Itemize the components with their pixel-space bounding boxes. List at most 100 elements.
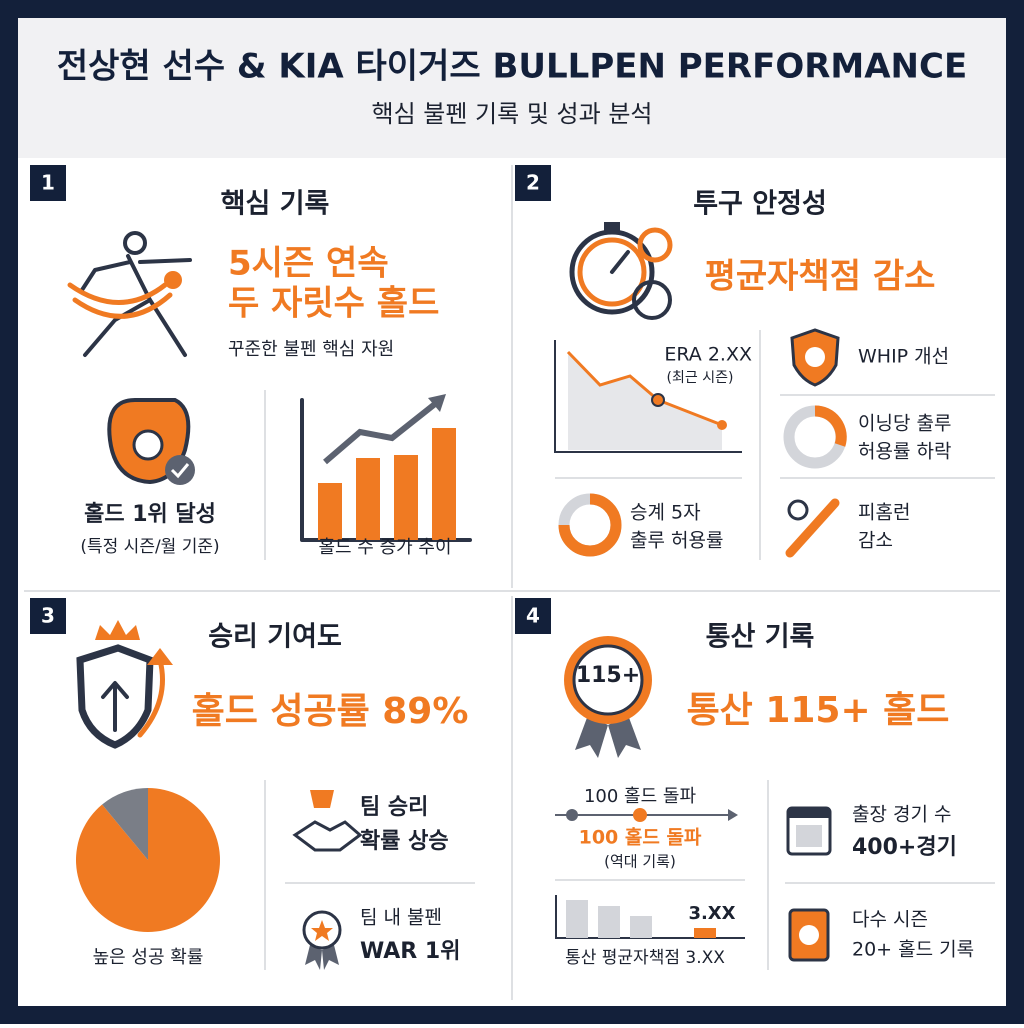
hold-trend-chart xyxy=(356,458,380,540)
panel-number: 4 xyxy=(526,604,540,628)
badge-icon xyxy=(575,715,641,758)
item-label: 승계 5자 xyxy=(630,502,701,524)
bat-icon xyxy=(787,499,809,521)
era-bars xyxy=(566,900,588,938)
era-line-chart xyxy=(566,350,723,427)
shield-arrow-icon xyxy=(95,620,140,640)
timeline xyxy=(566,809,578,821)
pitcher-icon xyxy=(67,231,192,357)
panel-title: 투구 안정성 xyxy=(693,189,827,220)
title: 전상현 선수 & KIA 타이거즈 BULLPEN PERFORMANCE xyxy=(57,47,967,87)
headline: 통산 115+ 홀드 xyxy=(687,690,950,731)
timeline-mark: 100 홀드 돌파 xyxy=(579,826,702,849)
panel-number: 1 xyxy=(41,171,55,195)
stopwatch-icon xyxy=(604,222,620,232)
headline: 평균자책점 감소 xyxy=(705,257,936,297)
subtitle: 핵심 불펜 기록 및 성과 분석 xyxy=(371,100,652,128)
stopwatch-icon xyxy=(577,237,647,307)
stopwatch-icon xyxy=(637,227,673,263)
shield-icon xyxy=(790,328,840,387)
pitcher-icon xyxy=(67,282,173,319)
era-bars xyxy=(555,895,745,939)
hold-trend-chart xyxy=(428,394,446,412)
era-line-chart xyxy=(568,352,722,450)
pie-slice xyxy=(76,788,221,932)
item-label: 출장 경기 수 xyxy=(852,804,951,826)
shield-arrow-icon xyxy=(137,657,165,738)
notebook-icon xyxy=(788,908,830,962)
calendar-icon xyxy=(788,808,830,818)
item-label: WAR 1위 xyxy=(360,939,460,964)
divider xyxy=(24,165,1000,1000)
timeline xyxy=(555,808,738,822)
hold-trend-chart xyxy=(394,455,418,540)
panel-number-box xyxy=(30,598,66,634)
pie-remainder xyxy=(102,788,148,860)
era-label: ERA 2.XX xyxy=(664,344,752,366)
item-label: 감소 xyxy=(858,530,893,552)
shield-arrow-icon xyxy=(76,620,173,749)
glove-icon xyxy=(165,455,195,485)
era-line-chart xyxy=(554,340,742,453)
bat-icon xyxy=(785,498,840,558)
item-sub: (특정 시즌/월 기준) xyxy=(80,537,219,557)
trophy-handshake-icon xyxy=(310,790,334,808)
era-bars xyxy=(694,928,716,938)
pitcher-icon xyxy=(80,254,192,357)
pitcher-icon xyxy=(164,271,182,289)
timeline-label: 100 홀드 돌파 xyxy=(584,786,696,807)
hold-trend-chart xyxy=(300,394,472,542)
hold-trend-chart xyxy=(432,428,456,540)
item-label: 홀드 수 증가 추이 xyxy=(318,537,451,558)
calendar-icon xyxy=(786,806,832,856)
badge-icon xyxy=(564,636,652,758)
trophy-handshake-icon xyxy=(292,820,363,852)
headline: 5시즌 연속 xyxy=(228,244,389,284)
item-label: 팀 승리 xyxy=(360,795,428,820)
header-band xyxy=(18,18,1006,158)
era-sub: (최근 시즌) xyxy=(667,370,734,386)
item-label: 400+경기 xyxy=(852,835,957,860)
bat-icon xyxy=(785,498,840,558)
item-label: 다수 시즌 xyxy=(852,909,928,931)
panel-title: 통산 기록 xyxy=(706,622,815,653)
medal-icon xyxy=(302,910,342,970)
era-bars xyxy=(598,906,620,938)
calendar-icon xyxy=(796,825,822,847)
panel-number-box xyxy=(30,165,66,201)
item-label: 허용률 하락 xyxy=(858,441,951,463)
stopwatch-icon xyxy=(632,280,672,320)
stopwatch-icon xyxy=(569,222,673,320)
shield-icon xyxy=(805,347,825,367)
item-label: 출루 허용률 xyxy=(630,530,723,552)
trophy-handshake-icon xyxy=(292,790,363,852)
era-bars xyxy=(555,895,745,939)
donut-icon xyxy=(558,493,622,557)
era-line-chart xyxy=(554,340,742,453)
timeline xyxy=(633,808,647,822)
glove-icon xyxy=(170,463,190,479)
panel-title: 핵심 기록 xyxy=(221,189,330,220)
item-label: 확률 상승 xyxy=(360,829,449,854)
shield-arrow-icon xyxy=(147,648,173,665)
pitcher-icon xyxy=(123,231,147,255)
medal-icon xyxy=(311,920,333,941)
panel-number-box xyxy=(30,165,551,634)
item-label: 팀 내 불펜 xyxy=(360,907,442,929)
badge-icon xyxy=(572,644,644,716)
era-line-chart xyxy=(717,420,727,430)
timeline xyxy=(728,809,738,821)
panel-number-box xyxy=(515,165,551,201)
headline: 홀드 성공률 89% xyxy=(192,691,469,732)
glove-icon xyxy=(132,429,164,461)
pie-label: 높은 성공 확률 xyxy=(93,947,204,968)
bar-label: 통산 평균자책점 3.XX xyxy=(565,948,725,968)
glove-icon xyxy=(107,398,195,485)
item-label: 피홈런 xyxy=(858,502,910,524)
panel-title: 승리 기여도 xyxy=(208,622,342,653)
panel-number: 3 xyxy=(41,604,55,628)
stopwatch-icon xyxy=(610,250,630,274)
era-line-chart xyxy=(651,393,665,407)
item-label: WHIP 개선 xyxy=(858,346,949,368)
